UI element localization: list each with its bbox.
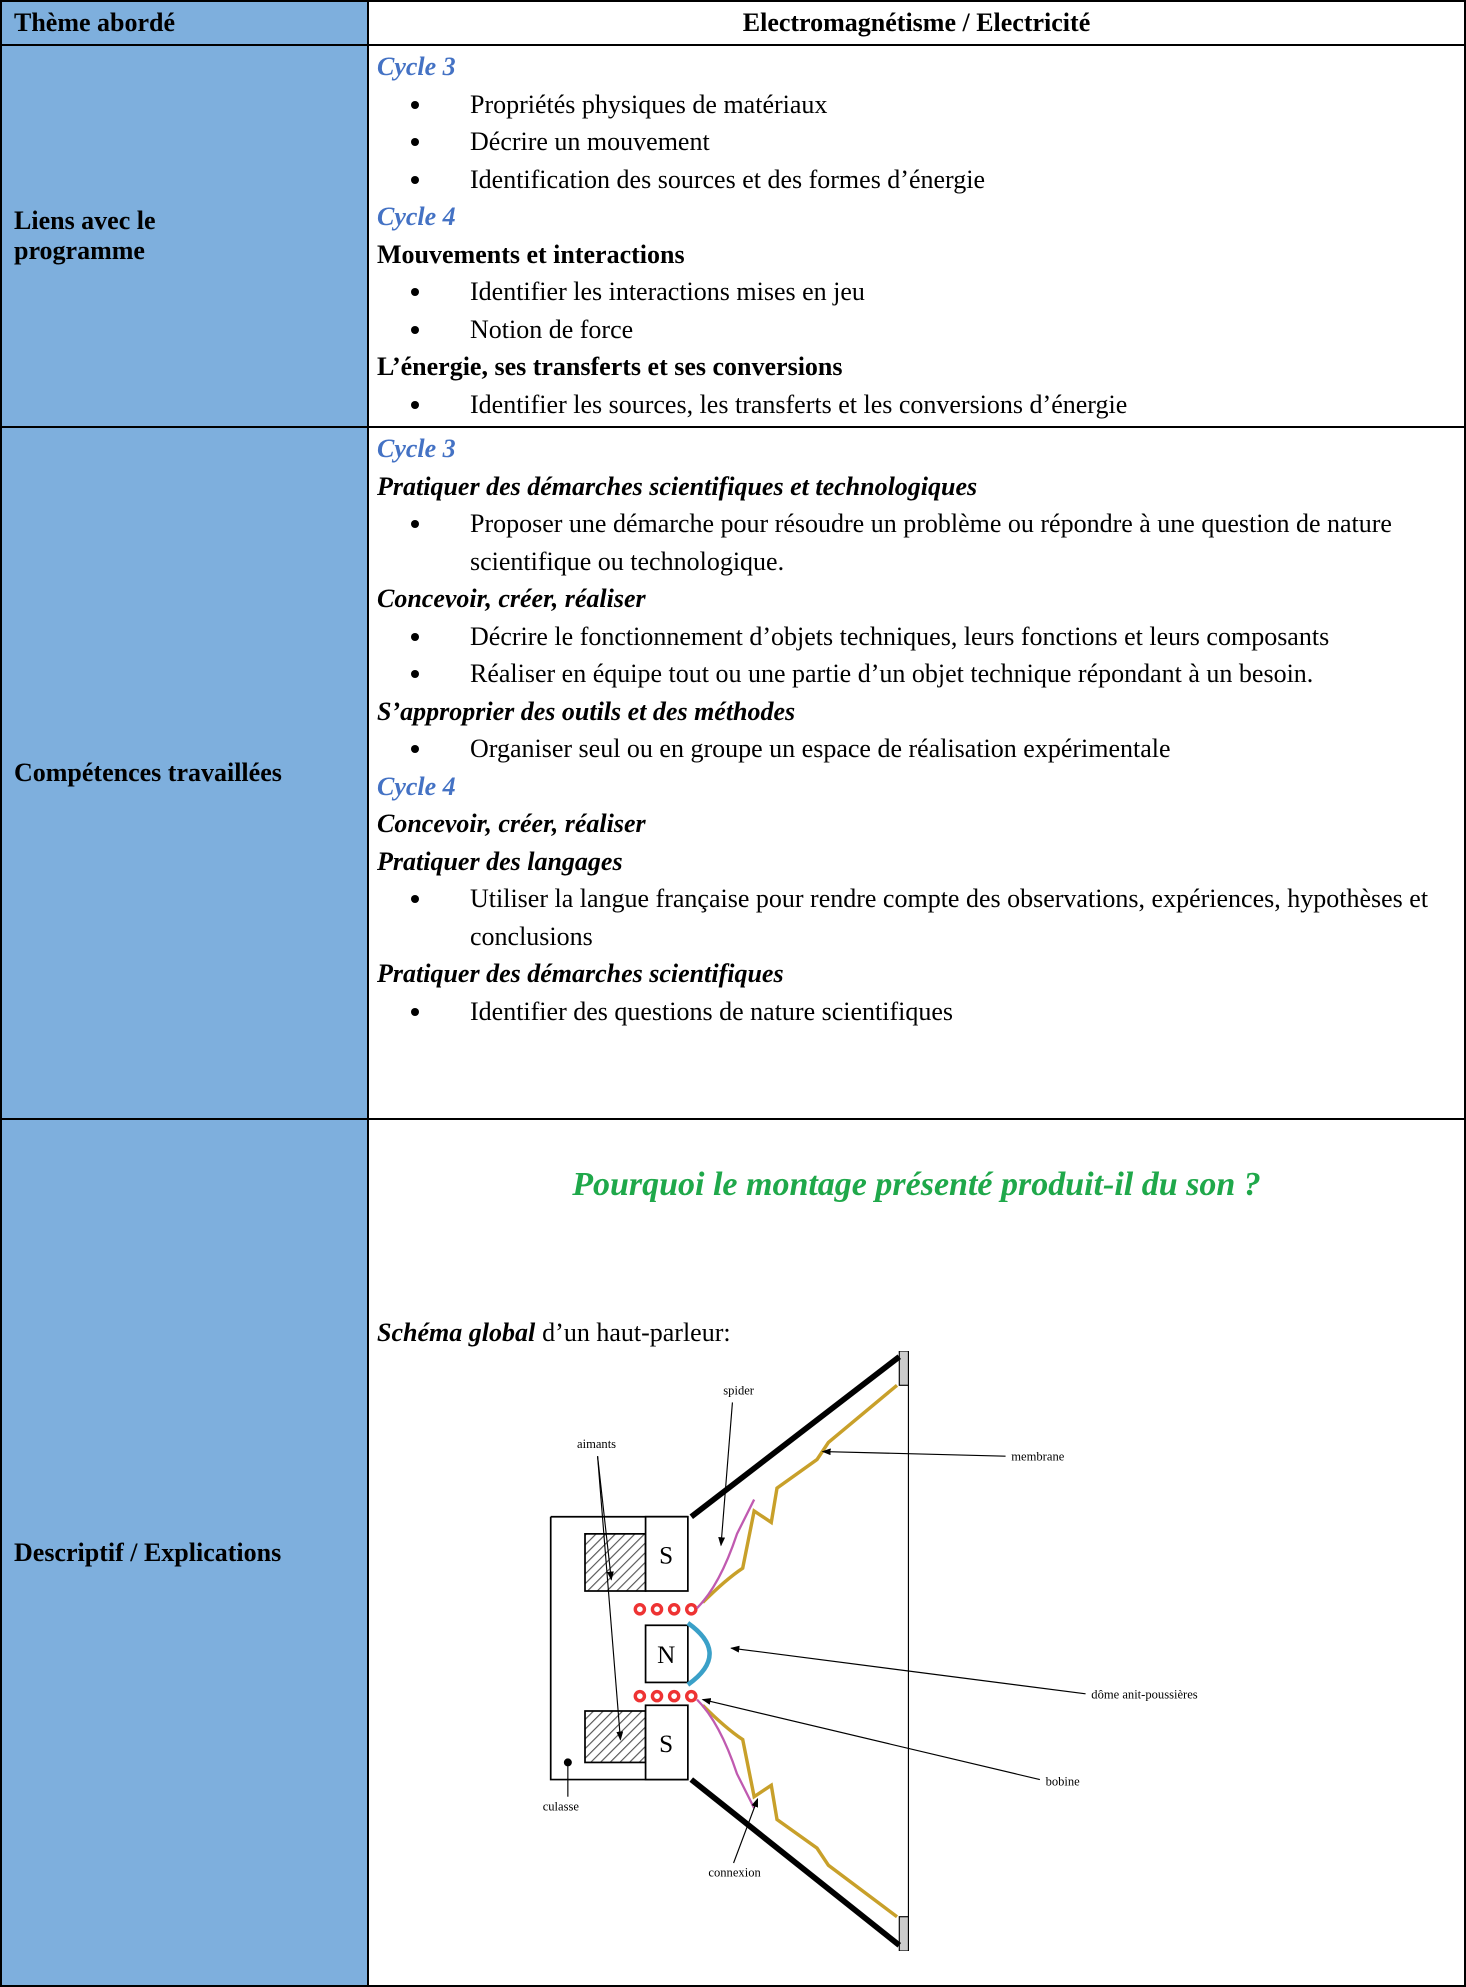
label-text: Descriptif / Explications xyxy=(14,1537,282,1567)
bullet-item: Propriétés physiques de matériaux xyxy=(377,86,1456,124)
speaker-drawing xyxy=(549,1351,909,1951)
group-heading: Concevoir, créer, réaliser xyxy=(377,584,646,613)
cycle-heading: Cycle 3 xyxy=(377,52,456,81)
label-text: Compétences travaillées xyxy=(14,758,282,787)
diagram-label: spider xyxy=(723,1383,755,1397)
cycle-heading: Cycle 4 xyxy=(377,771,456,801)
diagram-label: dôme anit-poussières xyxy=(1091,1687,1198,1701)
speaker-diagram: spider aimants membrane S N S dôme anit-… xyxy=(543,1351,1198,1951)
row-label: Descriptif / Explications xyxy=(1,1119,368,1986)
bullet-item: Identifier des questions de nature scien… xyxy=(377,993,1456,1031)
group-heading: Pratiquer des démarches scientifiques xyxy=(377,959,784,988)
pole-label: S xyxy=(659,1731,673,1758)
bullet-item: Décrire un mouvement xyxy=(377,123,1456,161)
row-label: Compétences travaillées xyxy=(1,427,368,1119)
header-title: Electromagnétisme / Electricité xyxy=(368,1,1465,45)
leader-lines xyxy=(563,1402,1086,1864)
row-content: Pourquoi le montage présenté produit-il … xyxy=(368,1119,1465,1986)
diagram-label: membrane xyxy=(1011,1450,1064,1464)
bullet-item: Organiser seul ou en groupe un espace de… xyxy=(377,730,1456,768)
question: Pourquoi le montage présenté produit-il … xyxy=(572,1166,1261,1203)
bullet-item: Notion de force xyxy=(377,311,1456,349)
bullet-item: Utiliser la langue française pour rendre… xyxy=(377,880,1456,955)
caption-text: d’un haut-parleur: xyxy=(542,1317,731,1347)
bullet-item: Identifier les sources, les transferts e… xyxy=(377,386,1456,424)
diagram-label: bobine xyxy=(1046,1774,1081,1788)
row-content: Cycle 3 Propriétés physiques de matériaux… xyxy=(368,45,1465,427)
diagram-label: connexion xyxy=(708,1866,761,1880)
schema-caption: Schéma global d’un haut-parleur: xyxy=(377,1314,1456,1352)
diagram-label: culasse xyxy=(543,1799,580,1813)
label-text: Liens avec le programme xyxy=(14,206,156,265)
group-heading: Pratiquer des langages xyxy=(377,846,623,876)
bullet-item: Identification des sources et des formes… xyxy=(377,161,1456,199)
diagram-labels: spider aimants membrane S N S dôme anit-… xyxy=(543,1383,1198,1879)
header-label: Thème abordé xyxy=(1,1,368,45)
row-label: Liens avec le programme xyxy=(1,45,368,427)
pole-label: N xyxy=(657,1642,675,1669)
diagram-label: aimants xyxy=(577,1437,616,1451)
cycle-heading: Cycle 4 xyxy=(377,202,456,231)
row-content: Cycle 3 Pratiquer des démarches scientifi… xyxy=(368,427,1465,1119)
group-heading: Mouvements et interactions xyxy=(377,239,685,269)
bullet-item: Réaliser en équipe tout ou une partie d’… xyxy=(377,655,1456,693)
bullet-item: Identifier les interactions mises en jeu xyxy=(377,273,1456,311)
cycle-heading: Cycle 3 xyxy=(377,434,456,463)
group-heading: Concevoir, créer, réaliser xyxy=(377,809,646,838)
group-heading: L’énergie, ses transferts et ses convers… xyxy=(377,352,843,381)
group-heading: Pratiquer des démarches scientifiques et… xyxy=(377,471,978,501)
emphasis: Schéma global xyxy=(377,1317,536,1347)
bullet-item: Proposer une démarche pour résoudre un p… xyxy=(377,505,1456,580)
bullet-item: Décrire le fonctionnement d’objets techn… xyxy=(377,618,1456,656)
pole-label: S xyxy=(659,1543,673,1570)
group-heading: S’approprier des outils et des méthodes xyxy=(377,696,796,726)
